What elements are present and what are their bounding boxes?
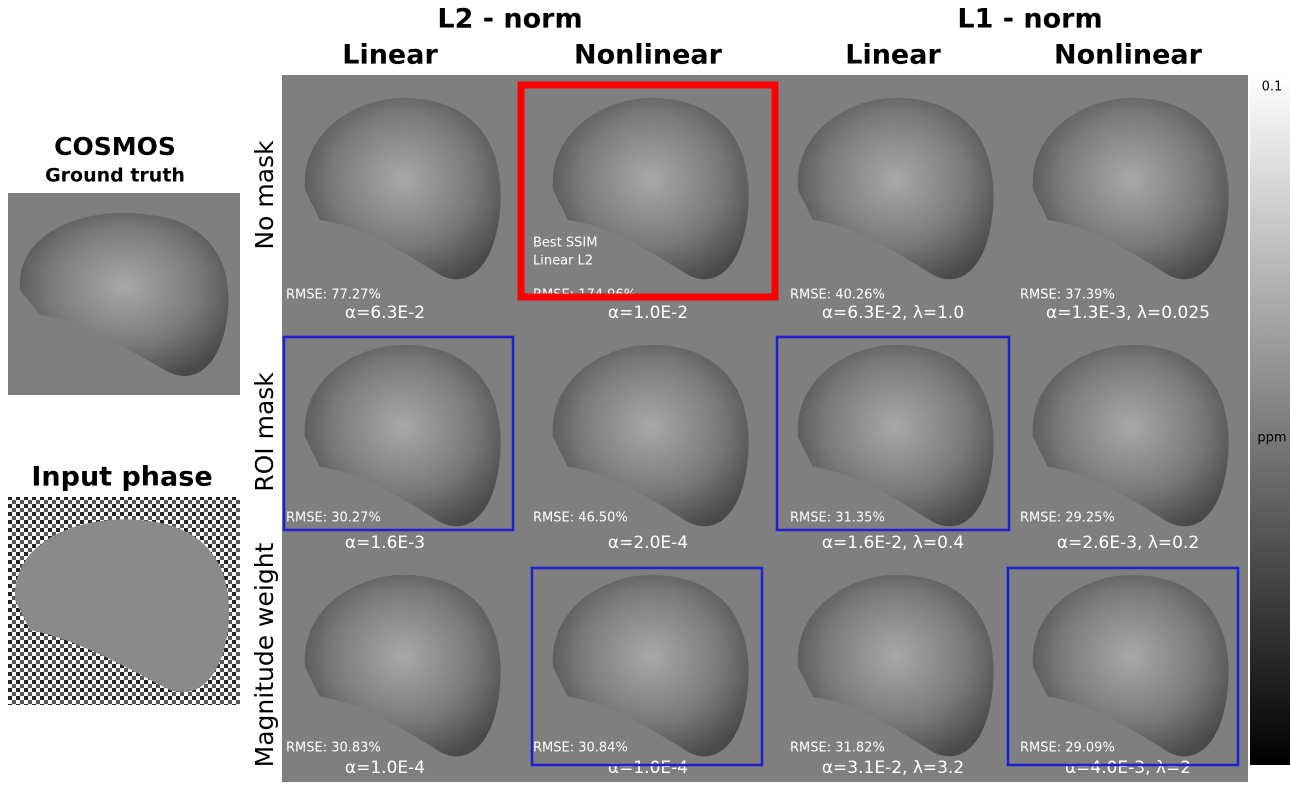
column-title: Nonlinear xyxy=(1054,40,1203,71)
rmse: RMSE: 30.83% xyxy=(286,741,381,756)
colorbar xyxy=(1250,75,1290,765)
params: α=6.3E-2, λ=1.0 xyxy=(822,303,964,323)
rmse: RMSE: 30.27% xyxy=(286,511,381,526)
column-title: Nonlinear xyxy=(574,40,723,71)
group-title: L1 - norm xyxy=(957,4,1102,35)
column-title: Linear xyxy=(845,40,941,71)
params: α=1.3E-3, λ=0.025 xyxy=(1046,303,1210,323)
group-title: L2 - norm xyxy=(437,4,582,35)
params: α=1.6E-2, λ=0.4 xyxy=(822,533,964,553)
cell-note: Best SSIM xyxy=(533,236,597,251)
rmse: RMSE: 46.50% xyxy=(533,511,628,526)
rmse: RMSE: 40.26% xyxy=(790,288,885,303)
params: α=1.0E-4 xyxy=(345,758,425,778)
params: α=1.0E-4 xyxy=(608,758,688,778)
params: α=3.1E-2, λ=3.2 xyxy=(822,758,964,778)
cell-note: Linear L2 xyxy=(533,254,593,269)
rmse: RMSE: 37.39% xyxy=(1020,288,1115,303)
input-title: Input phase xyxy=(31,462,212,493)
rmse: RMSE: 29.25% xyxy=(1020,511,1115,526)
figure: 0.1 ppm -0.1 COSMOS Ground truth Input p… xyxy=(0,0,1290,782)
colorbar-unit: ppm xyxy=(1257,431,1286,446)
rmse: RMSE: 77.27% xyxy=(286,288,381,303)
rmse: RMSE: 31.82% xyxy=(790,741,885,756)
reference-subtitle: Ground truth xyxy=(45,165,185,187)
row-label: ROI mask xyxy=(250,372,279,492)
params: α=4.0E-3, λ=2 xyxy=(1065,758,1191,778)
column-title: Linear xyxy=(342,40,438,71)
params: α=1.0E-2 xyxy=(608,303,688,323)
params: α=2.6E-3, λ=0.2 xyxy=(1057,533,1199,553)
row-label: Magnitude weight xyxy=(250,542,279,767)
params: α=6.3E-2 xyxy=(345,303,425,323)
rmse: RMSE: 29.09% xyxy=(1020,741,1115,756)
rmse: RMSE: 31.35% xyxy=(790,511,885,526)
rmse: RMSE: 30.84% xyxy=(533,741,628,756)
reference-title: COSMOS xyxy=(54,132,176,161)
params: α=2.0E-4 xyxy=(608,533,688,553)
colorbar-top: 0.1 xyxy=(1262,80,1283,95)
params: α=1.6E-3 xyxy=(345,533,425,553)
row-label: No mask xyxy=(250,140,279,250)
colorbar-bottom: -0.1 xyxy=(1259,766,1284,781)
page: 0.1 ppm -0.1 COSMOS Ground truth Input p… xyxy=(0,0,1290,786)
